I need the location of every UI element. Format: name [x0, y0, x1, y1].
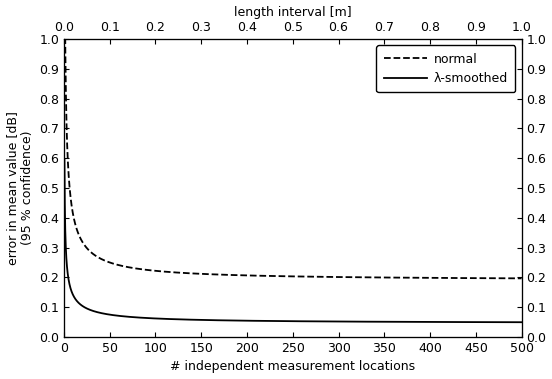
λ-smoothed [144, 316, 151, 320]
λ-smoothed [402, 319, 409, 324]
X-axis label: # independent measurement locations: # independent measurement locations [170, 360, 415, 373]
Line: normal: normal [65, 0, 522, 278]
normal [518, 276, 525, 280]
λ-smoothed [358, 319, 365, 324]
normal [437, 276, 444, 280]
normal [402, 276, 409, 280]
λ-smoothed [236, 318, 242, 323]
X-axis label: length interval [m]: length interval [m] [234, 6, 352, 19]
λ-smoothed [335, 319, 342, 324]
Y-axis label: error in mean value [dB]
(95 % confidence): error in mean value [dB] (95 % confidenc… [6, 111, 34, 265]
λ-smoothed [437, 320, 444, 324]
normal [144, 268, 151, 272]
normal [236, 273, 242, 277]
normal [335, 275, 342, 279]
λ-smoothed [518, 320, 525, 324]
normal [358, 275, 365, 280]
λ-smoothed [61, 157, 68, 162]
Line: λ-smoothed: λ-smoothed [65, 160, 522, 322]
Legend: normal, λ-smoothed: normal, λ-smoothed [376, 45, 516, 92]
